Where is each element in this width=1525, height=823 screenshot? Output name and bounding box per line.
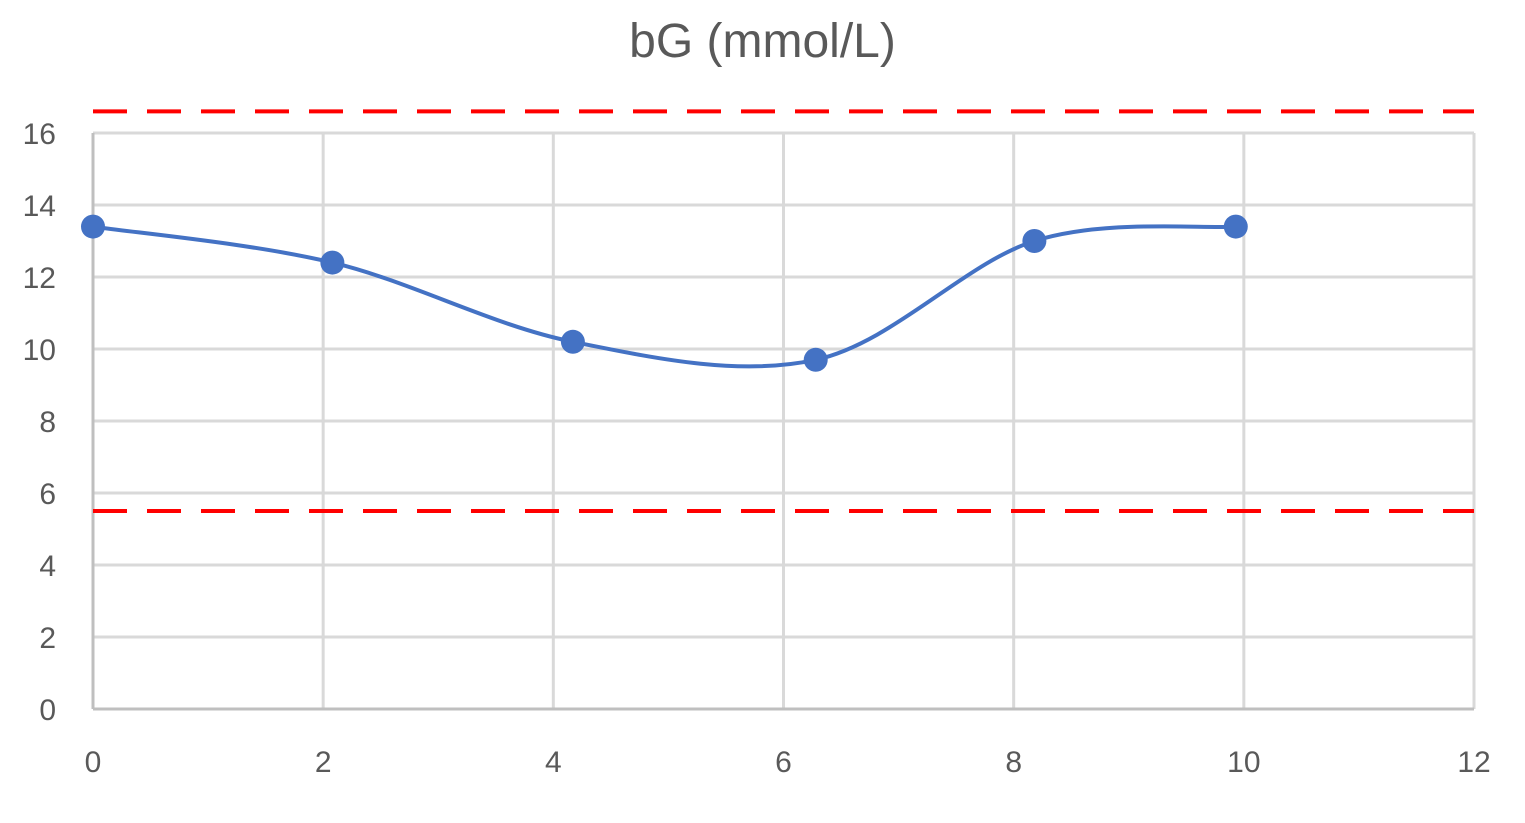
y-tick-label: 16: [23, 118, 56, 151]
x-tick-label: 10: [1227, 746, 1260, 779]
data-point-marker: [1223, 214, 1248, 239]
series-layer: [81, 214, 1248, 372]
grid-lines: [93, 131, 1476, 709]
x-tick-label: 4: [545, 746, 562, 779]
x-tick-label: 8: [1005, 746, 1022, 779]
x-tick-label: 2: [315, 746, 332, 779]
series-line: [91, 224, 1238, 369]
y-tick-label: 10: [23, 334, 56, 367]
x-tick-label: 6: [775, 746, 792, 779]
data-point-marker: [560, 329, 585, 354]
y-tick-label: 4: [39, 550, 56, 583]
x-tick-label: 12: [1457, 746, 1490, 779]
chart-title: bG (mmol/L): [629, 15, 896, 68]
y-tick-label: 8: [39, 406, 56, 439]
y-tick-label: 6: [39, 478, 56, 511]
y-tick-label: 0: [39, 694, 56, 727]
y-tick-labels: 0 2 4 6 8 10 12 14 16: [23, 118, 56, 727]
data-point-marker: [803, 347, 828, 372]
x-tick-labels: 0 2 4 6 8 10 12: [85, 746, 1491, 779]
reference-lines: [93, 109, 1474, 513]
data-point-marker: [81, 214, 105, 239]
y-tick-label: 2: [39, 622, 56, 655]
y-tick-label: 12: [23, 262, 56, 295]
data-point-marker: [320, 250, 345, 275]
x-tick-label: 0: [85, 746, 102, 779]
y-tick-label: 14: [23, 190, 56, 223]
data-point-marker: [1022, 229, 1047, 253]
